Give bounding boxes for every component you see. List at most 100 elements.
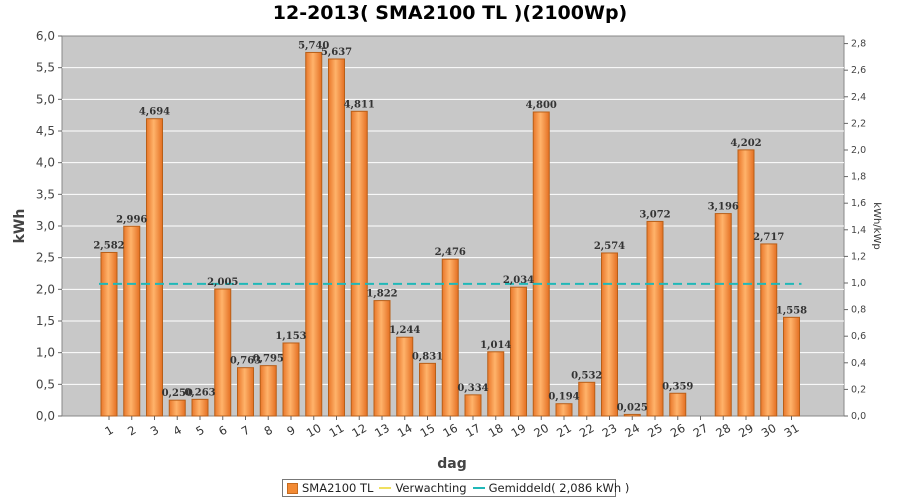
y-right-tick-label: 0,2 (851, 384, 866, 395)
y-axis-label: kWh (12, 209, 28, 244)
bar (214, 288, 232, 417)
y-right-tick-label: 2,0 (851, 145, 866, 156)
data-label: 0,763 (230, 356, 261, 367)
data-label: 2,582 (93, 240, 124, 251)
data-label: 4,811 (344, 99, 375, 110)
bar (646, 220, 664, 417)
data-label: 0,194 (548, 392, 579, 403)
x-tick-label: 26 (668, 421, 688, 440)
x-tick-label: 18 (486, 421, 506, 440)
x-tick-label: 1 (102, 423, 115, 439)
data-label: 0,250 (162, 388, 193, 399)
y-right-tick-label: 1,0 (851, 278, 866, 289)
x-tick-label: 31 (782, 421, 802, 440)
chart-canvas: 0,00,51,01,52,02,53,03,54,04,55,05,56,0 … (12, 29, 882, 472)
x-tick-label: 6 (216, 423, 229, 439)
data-label: 0,359 (662, 381, 693, 392)
y-right-tick-label: 2,8 (851, 39, 866, 50)
y-right-tick-label: 2,4 (851, 92, 866, 103)
x-tick-label: 14 (395, 421, 415, 440)
x-tick-label: 7 (239, 423, 252, 439)
bar (259, 365, 277, 417)
y-right-tick-label: 0,0 (851, 411, 866, 422)
x-tick-label: 4 (171, 423, 184, 439)
legend-label-expected: Verwachting (395, 481, 467, 495)
bar (760, 243, 778, 417)
y-right-tick-label: 0,4 (851, 358, 866, 369)
legend: SMA2100 TL Verwachting Gemiddeld( 2,086 … (282, 479, 629, 497)
chart-title: 12-2013( SMA2100 TL )(2100Wp) (272, 2, 628, 24)
x-tick-label: 24 (622, 421, 642, 440)
data-label: 0,334 (457, 383, 488, 394)
y-right-tick-label: 1,2 (851, 251, 866, 262)
x-tick-label: 22 (577, 421, 597, 440)
x-tick-label: 30 (759, 421, 779, 440)
y-right-tick-label: 0,6 (851, 331, 866, 342)
y-right-tick-label: 0,8 (851, 305, 866, 316)
bar (282, 342, 300, 417)
x-tick-label: 20 (531, 421, 551, 440)
x-tick-label: 27 (691, 421, 711, 440)
legend-swatch-expected (379, 487, 392, 489)
bar (555, 403, 573, 417)
x-tick-label: 8 (262, 423, 275, 439)
y-tick-label: 0,0 (36, 409, 55, 423)
bar (510, 286, 527, 417)
x-tick-label: 21 (554, 421, 574, 440)
legend-item-bars: SMA2100 TL (287, 481, 373, 495)
legend-label-bars: SMA2100 TL (302, 481, 374, 495)
x-tick-label: 17 (463, 421, 483, 440)
x-tick-label: 16 (440, 421, 460, 440)
bar (191, 398, 209, 417)
x-tick-label: 13 (372, 421, 392, 440)
bar (578, 381, 596, 417)
data-label: 1,822 (366, 289, 397, 300)
y-tick-label: 5,0 (36, 92, 55, 106)
data-label: 4,800 (526, 100, 557, 111)
bar (146, 118, 163, 417)
bar (669, 392, 687, 417)
legend-swatch-bars (287, 482, 298, 494)
x-tick-label: 23 (600, 421, 620, 440)
legend-item-expected: Verwachting (379, 481, 467, 495)
legend-item-average: Gemiddeld( 2,086 kWh ) (472, 481, 630, 495)
y-tick-label: 2,0 (36, 282, 55, 296)
data-label: 0,263 (184, 387, 215, 398)
data-label: 4,202 (730, 138, 761, 149)
data-label: 2,034 (503, 275, 534, 286)
data-label: 1,014 (480, 340, 511, 351)
x-axis-label: dag (437, 456, 467, 472)
data-label: 2,005 (207, 277, 238, 288)
bar (487, 351, 505, 417)
y-right-tick-label: 1,6 (851, 198, 866, 209)
bar (601, 252, 618, 417)
bar (396, 336, 414, 417)
legend-label-average: Gemiddeld( 2,086 kWh ) (488, 481, 630, 495)
bar (783, 316, 800, 417)
bar (464, 394, 482, 417)
data-label: 5,637 (321, 47, 352, 58)
y-tick-label: 1,5 (36, 314, 55, 328)
x-tick-label: 10 (304, 421, 324, 440)
bar (623, 413, 641, 417)
y-tick-label: 2,5 (36, 251, 55, 265)
data-label: 5,740 (298, 40, 329, 51)
x-tick-label: 3 (148, 423, 161, 439)
x-tick-label: 29 (736, 421, 756, 440)
bar (168, 399, 186, 417)
data-label: 0,831 (412, 351, 443, 362)
y-right-tick-label: 2,2 (851, 118, 866, 129)
data-label: 0,795 (253, 354, 284, 365)
y-tick-label: 3,5 (36, 187, 55, 201)
y-tick-label: 3,0 (36, 219, 55, 233)
x-tick-label: 5 (193, 423, 206, 439)
y-tick-label: 0,5 (36, 377, 55, 391)
data-label: 3,072 (639, 209, 670, 220)
bar (123, 225, 141, 417)
bar (373, 300, 391, 417)
bar (441, 258, 459, 417)
data-label: 1,558 (776, 305, 807, 316)
y-tick-label: 6,0 (36, 29, 55, 43)
data-label: 2,574 (594, 241, 625, 252)
data-label: 1,244 (389, 325, 420, 336)
